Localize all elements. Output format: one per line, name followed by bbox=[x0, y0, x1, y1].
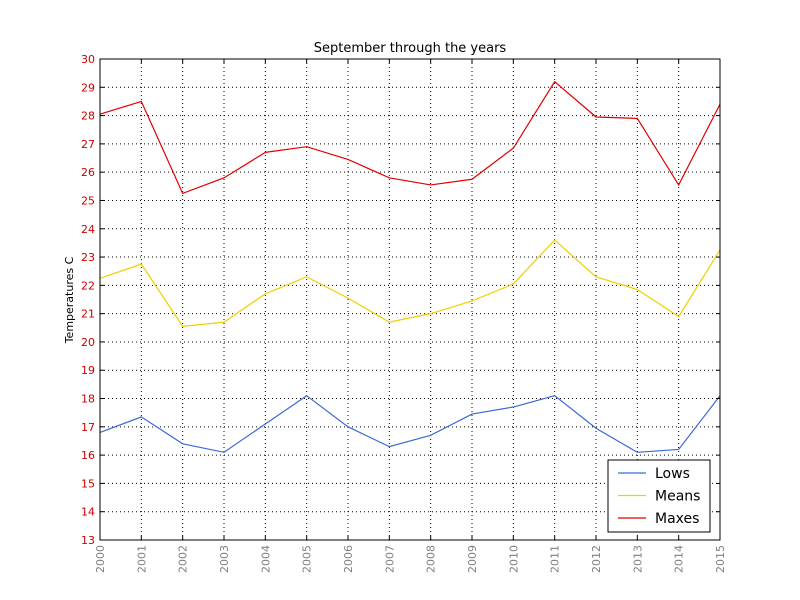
x-axis-ticks: 2000 2001 2002 2003 2004 2005 2006 2007 2008 2009… bbox=[94, 59, 727, 573]
x-tick-label: 2004 bbox=[259, 545, 272, 573]
x-tick-label: 2014 bbox=[673, 545, 686, 573]
series-line-maxes bbox=[99, 80, 721, 195]
y-tick-label: 16 bbox=[81, 449, 95, 462]
y-tick-label: 28 bbox=[81, 110, 95, 123]
legend-label-maxes: Maxes bbox=[655, 511, 699, 527]
x-tick-label: 2012 bbox=[590, 545, 603, 573]
y-tick-label: 22 bbox=[81, 279, 95, 292]
y-tick-label: 17 bbox=[81, 421, 95, 434]
x-tick-label: 2011 bbox=[549, 545, 562, 573]
y-tick-label: 19 bbox=[81, 364, 95, 377]
series-lines bbox=[99, 80, 721, 453]
legend: Lows Means Maxes bbox=[607, 459, 711, 533]
x-tick-label: 2008 bbox=[425, 545, 438, 573]
y-tick-label: 30 bbox=[81, 53, 95, 66]
x-tick-label: 2009 bbox=[466, 545, 479, 573]
y-tick-label: 13 bbox=[81, 534, 95, 547]
x-tick-label: 2000 bbox=[94, 545, 107, 573]
x-tick-label: 2015 bbox=[714, 545, 727, 573]
y-tick-label: 20 bbox=[81, 336, 95, 349]
y-tick-label: 15 bbox=[81, 477, 95, 490]
x-tick-label: 2005 bbox=[301, 545, 314, 573]
grid bbox=[100, 59, 720, 540]
y-tick-label: 21 bbox=[81, 308, 95, 321]
y-tick-label: 27 bbox=[81, 138, 95, 151]
legend-label-means: Means bbox=[655, 489, 700, 505]
x-tick-label: 2010 bbox=[507, 545, 520, 573]
y-axis-label: Temperatures C bbox=[63, 256, 76, 344]
y-tick-label: 26 bbox=[81, 166, 95, 179]
x-tick-label: 2003 bbox=[218, 545, 231, 573]
legend-label-lows: Lows bbox=[655, 466, 690, 482]
y-tick-label: 14 bbox=[81, 506, 95, 519]
y-tick-label: 29 bbox=[81, 81, 95, 94]
x-tick-label: 2007 bbox=[383, 545, 396, 573]
y-tick-label: 24 bbox=[81, 223, 95, 236]
x-tick-label: 2006 bbox=[342, 545, 355, 573]
x-tick-label: 2001 bbox=[135, 545, 148, 573]
y-tick-label: 23 bbox=[81, 251, 95, 264]
chart-title: September through the years bbox=[314, 41, 507, 56]
y-tick-label: 18 bbox=[81, 393, 95, 406]
y-axis-ticks: 13 14 15 16 17 18 19 20 21 22 23 24 25 26 27 28 29 30 bbox=[81, 53, 720, 547]
series-line-means bbox=[99, 239, 721, 328]
series-line-lows bbox=[99, 394, 721, 453]
y-tick-label: 25 bbox=[81, 194, 95, 207]
x-tick-label: 2013 bbox=[631, 545, 644, 573]
axes-frame bbox=[99, 58, 721, 541]
x-tick-label: 2002 bbox=[177, 545, 190, 573]
